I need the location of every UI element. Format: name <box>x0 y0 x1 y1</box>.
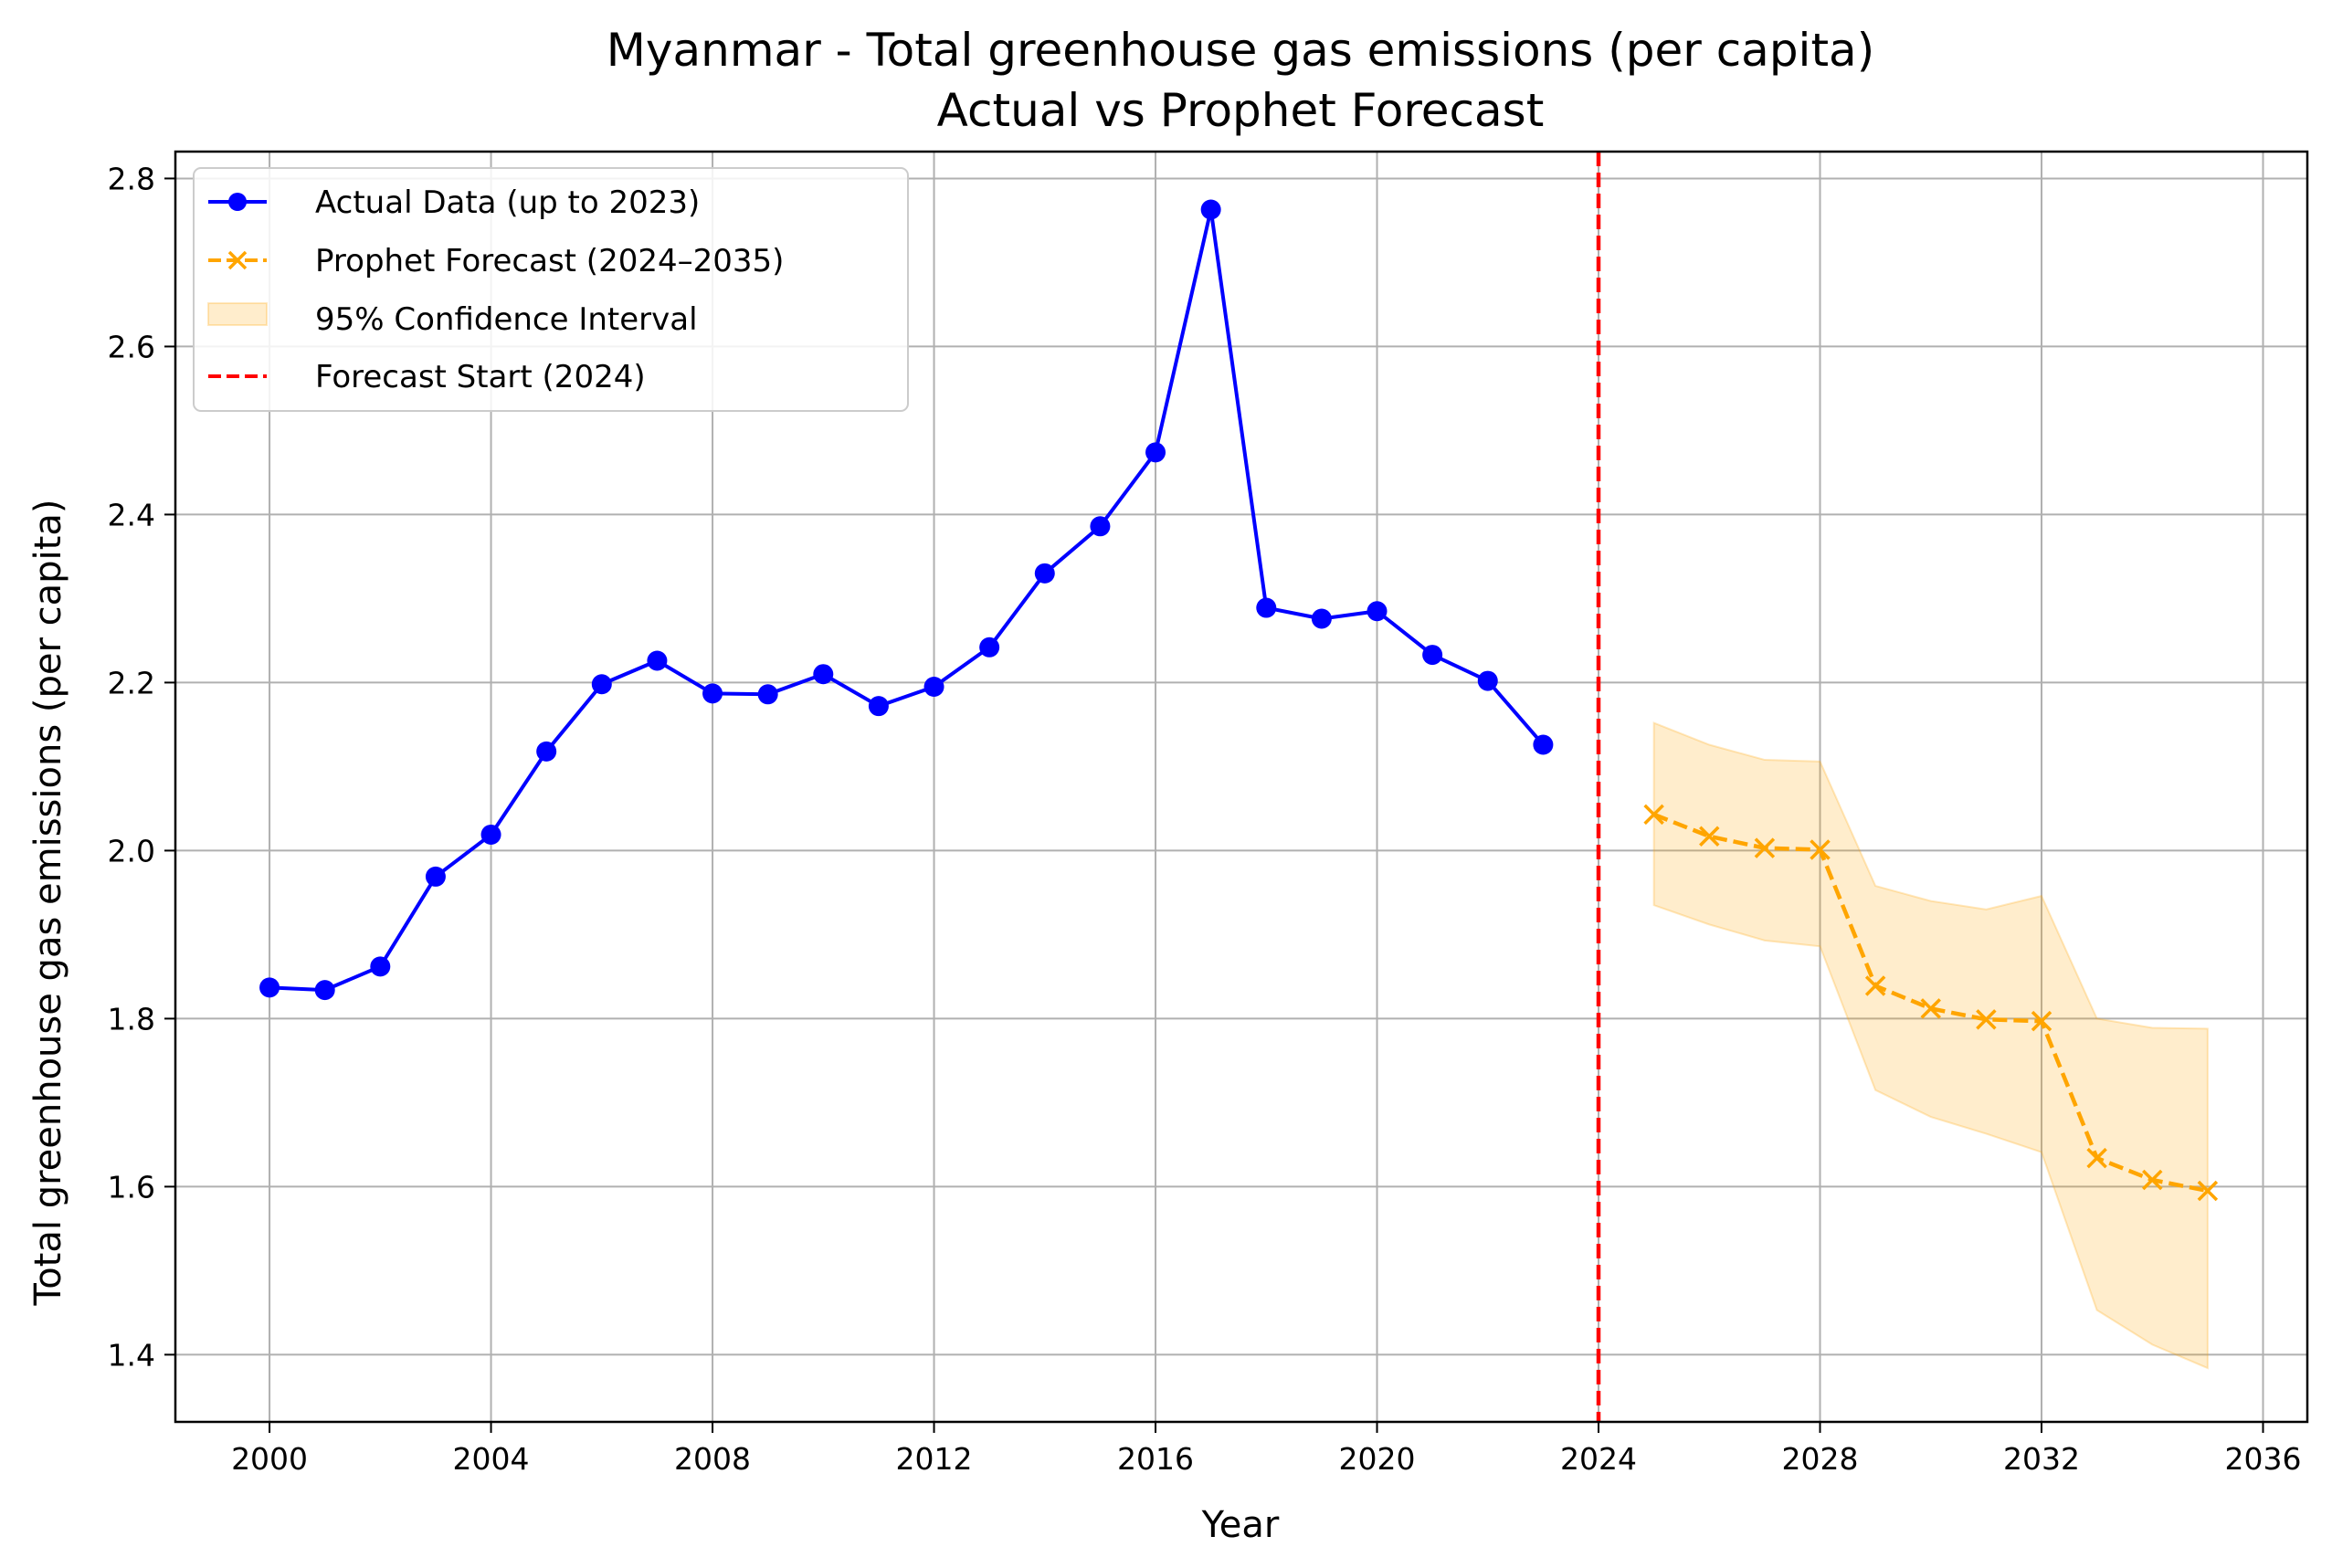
forecast-data-point <box>1976 1009 1997 1030</box>
x-tick-label: 2032 <box>2003 1441 2080 1477</box>
legend-forecast-label: Prophet Forecast (2024–2035) <box>315 243 784 279</box>
x-tick-label: 2036 <box>2225 1441 2302 1477</box>
actual-data-point <box>1477 670 1498 691</box>
y-tick-label: 2.6 <box>108 329 155 364</box>
actual-data-point <box>370 956 391 977</box>
plot-area-frame <box>174 150 2309 1424</box>
legend-confidence-label: 95% Confidence Interval <box>315 301 698 338</box>
x-tick-label: 2024 <box>1560 1441 1637 1477</box>
legend-forecast-start-label: Forecast Start (2024) <box>315 359 646 395</box>
forecast-data-point <box>2086 1147 2107 1169</box>
y-tick-label: 1.6 <box>108 1169 155 1205</box>
y-tick-label: 2.2 <box>108 665 155 700</box>
actual-data-point <box>314 980 335 1001</box>
y-tick-label: 1.4 <box>108 1337 155 1373</box>
x-tick-label: 2004 <box>453 1441 530 1477</box>
actual-data-point <box>1533 734 1554 755</box>
actual-data-point <box>1034 563 1055 584</box>
actual-data-point <box>1422 645 1443 666</box>
actual-data-point <box>923 677 944 698</box>
legend-actual-label: Actual Data (up to 2023) <box>315 184 700 221</box>
series-marker-layer <box>259 199 2219 1202</box>
actual-data-point <box>647 650 668 671</box>
axes-frame <box>174 150 2309 1424</box>
actual-data-point <box>536 741 557 762</box>
actual-data-point <box>259 977 280 998</box>
forecast-data-point <box>1920 998 1941 1019</box>
y-tick-label: 1.8 <box>108 1001 155 1037</box>
grid-lines <box>175 152 2307 1422</box>
forecast-data-point <box>1699 826 1720 847</box>
actual-data-point <box>425 866 446 887</box>
forecast-data-point <box>1643 804 1664 826</box>
actual-data-point <box>979 637 1000 658</box>
forecast-data-point <box>1864 975 1886 996</box>
actual-data-point <box>1311 608 1332 629</box>
forecast-data-point <box>1810 839 1831 860</box>
actual-data-point <box>757 684 778 705</box>
y-tick-label: 2.0 <box>108 833 155 868</box>
actual-data-point <box>1090 516 1111 537</box>
actual-data-point <box>1200 199 1221 220</box>
actual-data-point <box>813 664 834 685</box>
confidence-band-layer <box>1652 721 2209 1370</box>
x-tick-label: 2008 <box>674 1441 751 1477</box>
x-tick-label: 2020 <box>1339 1441 1416 1477</box>
y-tick-label: 2.8 <box>108 161 155 196</box>
actual-data-point <box>702 683 723 704</box>
legend-confidence-swatch <box>207 302 268 326</box>
forecast-data-point <box>1754 837 1776 858</box>
actual-data-point <box>1366 601 1388 622</box>
actual-data-point <box>1256 597 1277 618</box>
y-axis-label: Total greenhouse gas emissions (per capi… <box>27 500 69 1307</box>
forecast-data-point <box>2197 1180 2219 1202</box>
actual-data-point <box>1145 442 1166 463</box>
y-tick-label: 2.4 <box>108 497 155 532</box>
actual-data-point <box>868 696 889 717</box>
forecast-data-point <box>2142 1169 2163 1191</box>
chart-title: Myanmar - Total greenhouse gas emissions… <box>607 24 1874 77</box>
x-tick-label: 2028 <box>1782 1441 1859 1477</box>
actual-data-point <box>591 674 612 695</box>
forecast-data-point <box>2031 1010 2052 1032</box>
x-tick-label: 2012 <box>896 1441 973 1477</box>
confidence-interval-band <box>1652 721 2209 1370</box>
x-tick-label: 2016 <box>1117 1441 1194 1477</box>
tick-labels: 2000 2004 2008 2012 2016 2020 2024 2028 2032 2036… <box>108 161 2302 1477</box>
actual-data-point <box>480 824 501 845</box>
legend: Actual Data (up to 2023) Prophet Forecas… <box>193 167 909 412</box>
chart-subtitle: Actual vs Prophet Forecast <box>937 84 1545 137</box>
legend-forecast-marker <box>227 250 248 270</box>
x-axis-label: Year <box>1201 1504 1280 1546</box>
legend-box <box>193 167 909 412</box>
legend-actual-marker <box>228 193 247 211</box>
x-tick-label: 2000 <box>231 1441 308 1477</box>
